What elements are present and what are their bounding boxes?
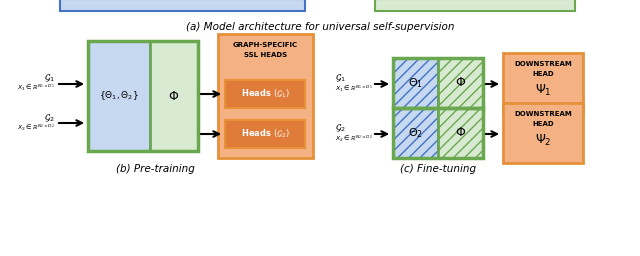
FancyBboxPatch shape [393,108,438,158]
Text: Heads $(\mathcal{G}_1)$: Heads $(\mathcal{G}_1)$ [241,88,289,100]
Text: $X_1 \in \mathbb{R}^{N_1 \times D_1}$: $X_1 \in \mathbb{R}^{N_1 \times D_1}$ [17,83,55,93]
FancyBboxPatch shape [375,0,575,11]
FancyBboxPatch shape [150,41,198,151]
Text: $\Psi_2$: $\Psi_2$ [534,133,551,148]
FancyBboxPatch shape [218,34,313,158]
Text: $\Phi$: $\Phi$ [168,90,180,102]
Text: $\Phi$: $\Phi$ [455,77,466,90]
Text: GRAPH-SPECIFIC: GRAPH-SPECIFIC [233,42,298,48]
FancyBboxPatch shape [393,58,438,108]
Text: $\{\Theta_1, \Theta_2\}$: $\{\Theta_1, \Theta_2\}$ [99,90,139,102]
Text: $\Psi_1$: $\Psi_1$ [534,83,551,98]
Text: $X_1 \in \mathbb{R}^{N_1 \times D_1}$: $X_1 \in \mathbb{R}^{N_1 \times D_1}$ [335,84,372,94]
Text: $\Theta_2$: $\Theta_2$ [408,126,423,140]
Text: SSL HEADS: SSL HEADS [244,52,287,58]
FancyBboxPatch shape [503,53,583,113]
Text: $\mathcal{G}_2$: $\mathcal{G}_2$ [335,122,346,134]
Text: $\Theta_1$: $\Theta_1$ [408,76,423,90]
FancyBboxPatch shape [225,80,305,108]
FancyBboxPatch shape [503,103,583,163]
Text: $\mathcal{G}_1$: $\mathcal{G}_1$ [335,72,346,83]
Text: $\mathcal{G}_2$: $\mathcal{G}_2$ [44,112,55,124]
Text: Heads $(\mathcal{G}_2)$: Heads $(\mathcal{G}_2)$ [241,128,289,140]
FancyBboxPatch shape [225,120,305,148]
FancyBboxPatch shape [60,0,305,11]
Text: (a) Model architecture for universal self-supervision: (a) Model architecture for universal sel… [186,22,454,32]
Text: $X_2 \in \mathbb{R}^{N_2 \times D_2}$: $X_2 \in \mathbb{R}^{N_2 \times D_2}$ [335,134,372,144]
Text: DOWNSTREAM: DOWNSTREAM [514,111,572,117]
Text: HEAD: HEAD [532,71,554,77]
FancyBboxPatch shape [88,41,150,151]
FancyBboxPatch shape [438,108,483,158]
FancyBboxPatch shape [438,58,483,108]
Text: (b) Pre-training: (b) Pre-training [116,164,195,174]
Text: $\Phi$: $\Phi$ [455,126,466,140]
Text: DOWNSTREAM: DOWNSTREAM [514,61,572,67]
Text: $\mathcal{G}_1$: $\mathcal{G}_1$ [44,72,55,83]
Text: (c) Fine-tuning: (c) Fine-tuning [400,164,476,174]
Text: HEAD: HEAD [532,121,554,127]
Text: $X_2 \in \mathbb{R}^{N_2 \times D_2}$: $X_2 \in \mathbb{R}^{N_2 \times D_2}$ [17,123,55,133]
